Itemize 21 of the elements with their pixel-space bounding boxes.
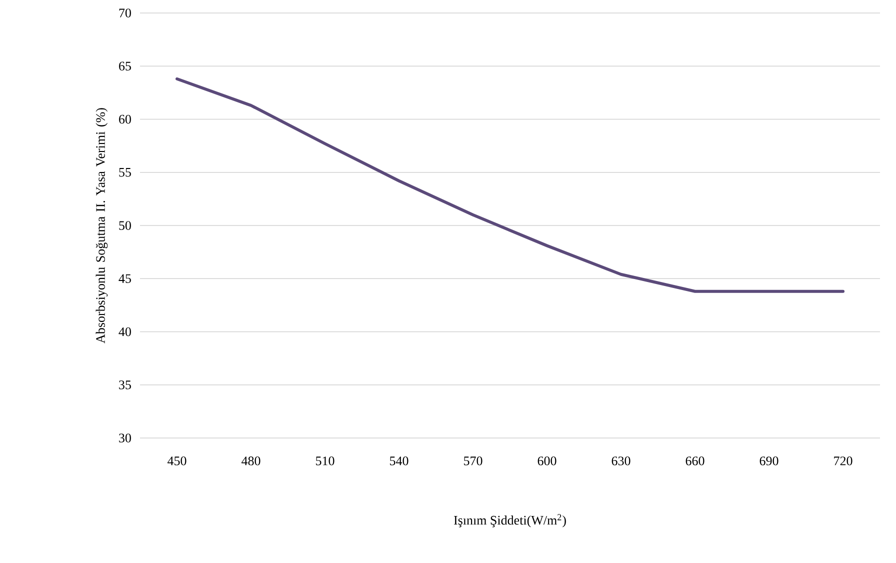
y-tick-label: 65 <box>119 62 131 70</box>
y-tick-label: 55 <box>119 168 131 177</box>
y-tick-label: 70 <box>119 8 131 18</box>
x-tick-label: 450 <box>168 456 186 466</box>
y-tick-label: 35 <box>119 380 131 390</box>
x-tick-label: 720 <box>834 456 852 466</box>
x-tick-label: 600 <box>538 456 556 466</box>
y-tick-label: 40 <box>118 327 131 336</box>
y-tick-label: 45 <box>118 274 131 283</box>
y-tick-label: 50 <box>119 221 131 230</box>
x-tick-label: 510 <box>316 456 334 466</box>
x-axis-title: Işınım Şiddeti(W/m$^{2}$) <box>454 514 566 528</box>
y-axis-title: Absorbsiyonlu Soğutma II. Yasa Verimi (%) <box>96 108 108 344</box>
x-tick-label: 480 <box>242 456 260 466</box>
x-tick-label: 660 <box>686 456 704 466</box>
x-tick-label: 690 <box>760 456 778 466</box>
y-tick-label: 30 <box>119 434 131 442</box>
x-tick-label: 570 <box>464 456 482 466</box>
x-tick-label: 630 <box>612 456 630 466</box>
y-tick-label: 60 <box>119 114 131 124</box>
x-tick-label: 540 <box>390 456 408 466</box>
